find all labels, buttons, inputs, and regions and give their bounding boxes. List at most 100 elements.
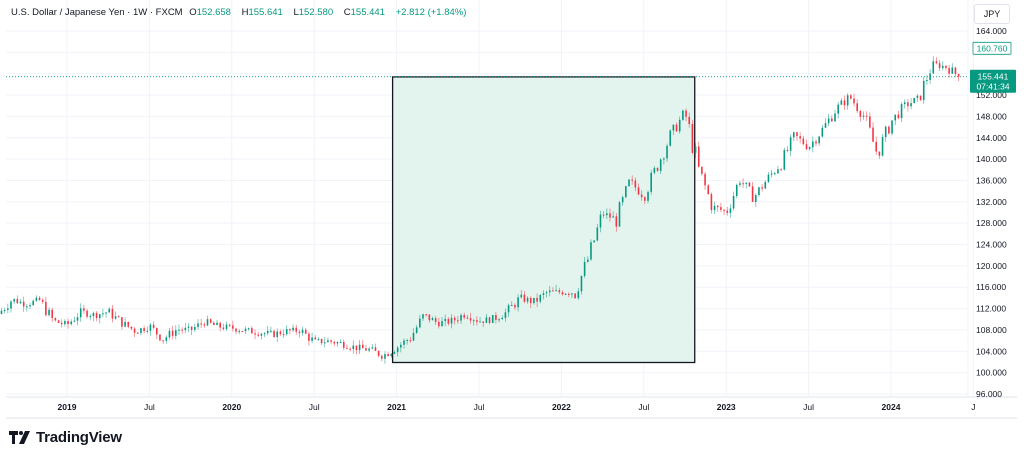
candle-body [117, 316, 120, 318]
candle-body [602, 214, 605, 216]
candle-body [450, 317, 453, 324]
candle-body [697, 146, 700, 167]
tradingview-logo-icon [9, 431, 30, 444]
candle-body [564, 293, 567, 295]
candle-body [194, 326, 196, 330]
candle-body [387, 354, 389, 357]
price-chart[interactable]: 164.000 152.000 148.000 144.000 140.000 136.0… [0, 0, 1024, 420]
candle-body [206, 319, 209, 326]
time-tick-label: J [971, 402, 975, 412]
candle-body [716, 205, 719, 208]
candle-body [285, 329, 288, 335]
candle-body [919, 95, 922, 101]
candle-body [656, 167, 659, 171]
candle-body [168, 330, 171, 338]
candle-body [320, 338, 323, 344]
low-label: L [293, 7, 299, 18]
candle-body [558, 290, 561, 293]
candle-body [0, 310, 3, 314]
candle-body [571, 293, 573, 295]
candle-body [685, 110, 687, 117]
candle-body [891, 120, 893, 134]
candle-body [257, 334, 260, 336]
candle-body [726, 210, 729, 213]
candle-body [254, 333, 256, 335]
candle-body [663, 158, 665, 160]
price-tick-label: 116.000 [976, 282, 1006, 292]
candle-body [298, 331, 301, 333]
candle-body [875, 141, 878, 152]
candle-body [510, 304, 513, 306]
candle-body [704, 173, 706, 186]
candle-body [412, 332, 415, 341]
candle-body [504, 312, 507, 318]
candle-body [444, 318, 446, 322]
candle-body [247, 328, 250, 330]
candle-body [428, 314, 431, 321]
candle-body [742, 183, 744, 185]
candle-body [3, 310, 6, 312]
price-tick-label: 140.000 [976, 154, 1007, 164]
candle-body [213, 322, 215, 326]
candle-body [108, 308, 111, 313]
currency-button[interactable]: JPY [974, 4, 1010, 24]
candle-body [881, 137, 884, 156]
symbol-legend: U.S. Dollar / Japanese Yen · 1W · FXCM O… [11, 7, 470, 18]
candle-body [637, 187, 640, 195]
close-label: C [343, 7, 351, 18]
candle-body [330, 340, 332, 342]
candle-body [60, 322, 63, 325]
candle-body [767, 174, 770, 182]
time-tick-label: 2022 [552, 402, 571, 412]
symbol-title[interactable]: U.S. Dollar / Japanese Yen · 1W · FXCM [11, 7, 183, 18]
candle-body [805, 144, 808, 150]
candle-body [488, 317, 491, 323]
candle-body [628, 179, 630, 187]
low-value: 152.580 [298, 7, 334, 18]
candle-body [555, 290, 557, 292]
candle-body [945, 65, 947, 69]
candle-body [114, 316, 117, 319]
candle-body [688, 116, 691, 125]
candle-body [631, 179, 633, 181]
candle-body [853, 98, 855, 104]
candle-body [89, 316, 92, 318]
candle-body [796, 132, 798, 137]
candle-body [54, 318, 57, 321]
time-tick-label: 2021 [387, 402, 406, 412]
candle-body [472, 320, 475, 322]
candle-body [713, 205, 716, 211]
candle-body [827, 118, 830, 124]
candle-body [317, 338, 320, 340]
candle-body [729, 208, 732, 213]
candle-body [957, 73, 960, 77]
candle-body [846, 95, 849, 106]
candle-body [498, 319, 500, 321]
candle-body [7, 308, 9, 311]
candle-body [92, 312, 95, 317]
candle-body [342, 341, 345, 348]
candle-body [327, 340, 329, 343]
candle-body [289, 329, 291, 331]
candle-body [270, 330, 272, 332]
candle-body [723, 209, 725, 211]
candle-body [98, 314, 101, 319]
price-tick-label: 132.000 [976, 197, 1007, 207]
candle-body [900, 104, 903, 119]
candle-body [634, 180, 637, 188]
candle-body [400, 344, 402, 348]
candle-body [739, 183, 741, 185]
candle-body [396, 347, 399, 353]
bar-countdown-label: 07:41:34 [976, 82, 1009, 92]
candle-body [35, 297, 38, 301]
price-tick-label: 96.000 [976, 389, 1002, 399]
tradingview-logo[interactable]: TradingView [9, 429, 122, 446]
candle-body [64, 320, 66, 325]
candle-body [235, 328, 237, 332]
time-tick-label: 2019 [58, 402, 77, 412]
candle-body [308, 333, 310, 341]
candle-body [371, 347, 374, 349]
candle-body [181, 329, 183, 331]
candle-body [485, 317, 488, 323]
candle-body [79, 308, 82, 318]
